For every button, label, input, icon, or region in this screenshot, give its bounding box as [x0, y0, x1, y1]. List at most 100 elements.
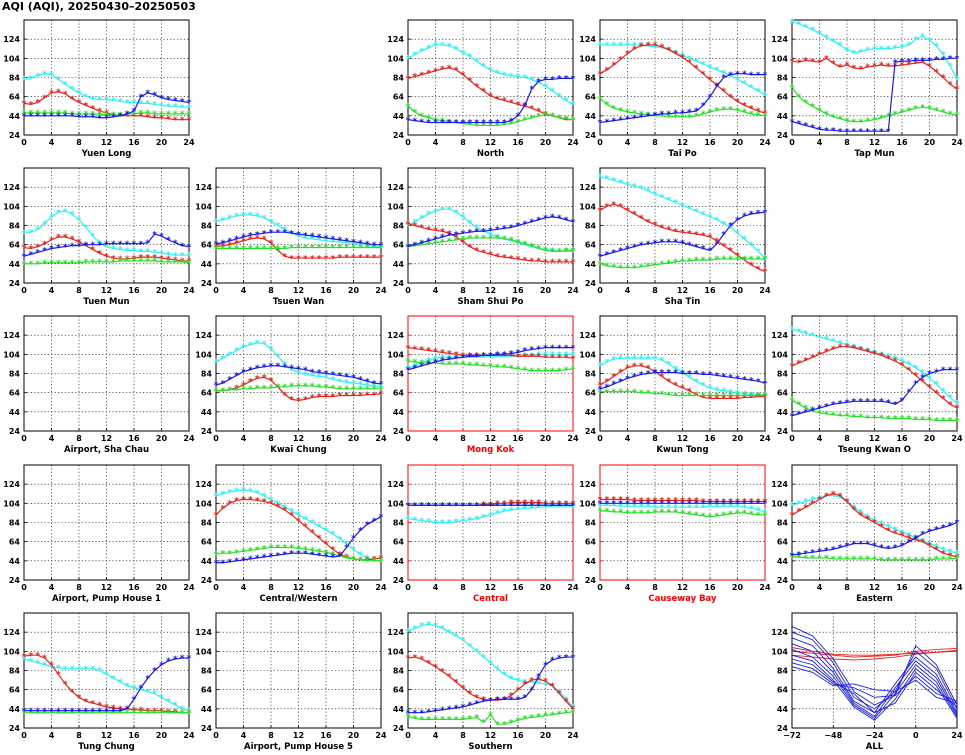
data-point-marker: *	[42, 109, 47, 119]
data-point-marker: *	[646, 502, 651, 512]
data-point-marker: *	[715, 395, 720, 405]
data-point-marker: *	[351, 534, 356, 544]
data-point-marker: *	[824, 33, 829, 43]
data-point-marker: *	[221, 245, 226, 255]
data-point-marker: *	[728, 502, 733, 512]
data-point-marker: *	[173, 701, 178, 711]
data-point-marker: *	[845, 412, 850, 422]
data-point-marker: *	[56, 244, 61, 254]
data-point-marker: *	[372, 557, 377, 567]
data-point-marker: *	[872, 116, 877, 126]
data-point-marker: *	[433, 622, 438, 632]
x-tick-label: 24	[951, 731, 963, 740]
data-point-marker: *	[728, 255, 733, 265]
data-point-marker: *	[214, 240, 219, 250]
x-tick-label: 20	[348, 583, 360, 592]
data-point-marker: *	[125, 705, 130, 715]
data-point-marker: *	[419, 112, 424, 122]
data-point-marker: *	[344, 544, 349, 554]
data-point-marker: *	[721, 242, 726, 252]
data-point-marker: *	[571, 116, 576, 126]
data-point-marker: *	[523, 504, 528, 514]
data-point-marker: *	[234, 212, 239, 222]
data-point-marker: *	[708, 233, 713, 243]
data-point-marker: *	[598, 41, 603, 51]
data-point-marker: *	[920, 538, 925, 548]
data-point-marker: *	[516, 686, 521, 696]
data-point-marker: *	[701, 498, 706, 508]
data-point-marker: *	[419, 716, 424, 726]
data-point-marker: *	[269, 239, 274, 249]
data-point-marker: *	[913, 556, 918, 566]
data-point-marker: *	[454, 233, 459, 243]
data-point-marker: *	[955, 111, 960, 121]
data-point-marker: *	[433, 354, 438, 364]
x-tick-label: 12	[293, 583, 304, 592]
data-point-marker: *	[262, 245, 267, 255]
data-point-marker: *	[241, 547, 246, 557]
data-point-marker: *	[413, 715, 418, 725]
data-point-marker: *	[715, 372, 720, 382]
data-point-marker: *	[831, 345, 836, 355]
x-tick-label: 24	[375, 286, 387, 295]
station-name: Yuen Long	[81, 149, 132, 159]
data-point-marker: *	[310, 382, 315, 392]
data-point-marker: *	[639, 371, 644, 381]
x-tick-label: 16	[128, 434, 140, 443]
data-point-marker: *	[379, 554, 384, 564]
data-point-marker: *	[728, 498, 733, 508]
data-point-marker: *	[433, 235, 438, 245]
data-point-marker: *	[139, 686, 144, 696]
series-green: *************************	[406, 234, 576, 257]
data-point-marker: *	[221, 239, 226, 249]
data-point-marker: *	[433, 41, 438, 51]
data-point-marker: *	[920, 416, 925, 426]
y-tick-label: 84	[777, 74, 789, 83]
data-point-marker: *	[571, 248, 576, 258]
data-point-marker: *	[941, 108, 946, 118]
series-line	[407, 353, 573, 369]
x-tick-label: 12	[101, 434, 112, 443]
data-point-marker: *	[180, 251, 185, 261]
data-point-marker: *	[660, 193, 665, 203]
data-point-marker: *	[516, 118, 521, 128]
data-point-marker: *	[22, 100, 27, 110]
data-point-marker: *	[598, 252, 603, 262]
data-point-marker: *	[865, 127, 870, 137]
data-point-marker: *	[296, 230, 301, 240]
data-point-marker: *	[509, 718, 514, 728]
data-point-marker: *	[838, 544, 843, 554]
data-point-marker: *	[406, 366, 411, 376]
data-point-marker: *	[927, 62, 932, 72]
data-point-marker: *	[379, 380, 384, 390]
data-point-marker: *	[529, 678, 534, 688]
data-point-marker: *	[344, 540, 349, 550]
data-point-marker: *	[474, 352, 479, 362]
data-point-marker: *	[447, 205, 452, 215]
data-point-marker: *	[900, 43, 905, 53]
series-green: *************************	[790, 553, 960, 566]
data-point-marker: *	[927, 540, 932, 550]
data-point-marker: *	[111, 704, 116, 714]
data-point-marker: *	[276, 362, 281, 372]
data-point-marker: *	[543, 677, 548, 687]
data-point-marker: *	[289, 366, 294, 376]
data-point-marker: *	[97, 707, 102, 717]
data-point-marker: *	[317, 393, 322, 403]
data-point-marker: *	[337, 392, 342, 402]
data-point-marker: *	[838, 127, 843, 137]
data-point-marker: *	[447, 119, 452, 129]
series-green: *************************	[790, 83, 960, 128]
x-tick-label: 4	[433, 286, 439, 295]
data-point-marker: *	[187, 707, 192, 717]
data-point-marker: *	[132, 709, 137, 719]
x-tick-label: 20	[732, 286, 744, 295]
data-point-marker: *	[523, 352, 528, 362]
data-point-marker: *	[49, 71, 54, 81]
data-point-marker: *	[865, 555, 870, 565]
data-point-marker: *	[872, 555, 877, 565]
series-cyan: *************************	[22, 70, 192, 114]
data-point-marker: *	[139, 112, 144, 122]
data-point-marker: *	[351, 244, 356, 254]
